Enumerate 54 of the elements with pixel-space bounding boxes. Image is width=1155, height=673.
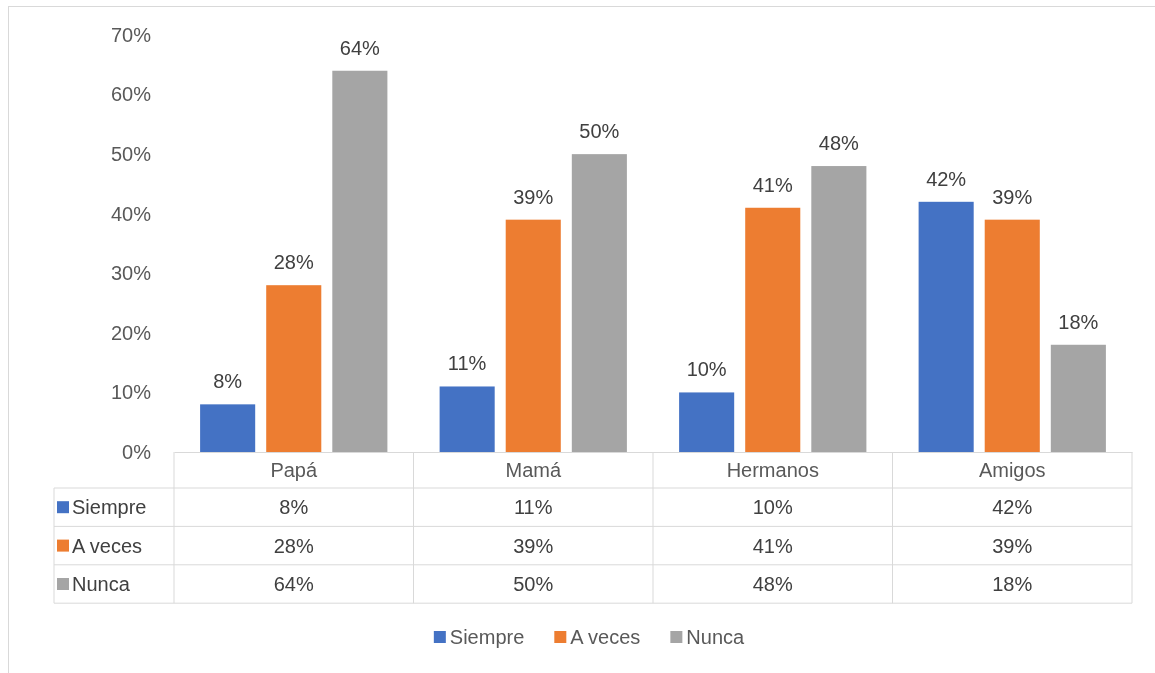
data-label: 41% — [752, 534, 793, 557]
bar — [571, 154, 627, 452]
data-label: 42% — [992, 496, 1033, 519]
bar — [984, 219, 1040, 452]
text: 18% — [1058, 310, 1099, 333]
legend-label: Siempre — [72, 496, 147, 519]
text: 41% — [752, 173, 793, 196]
text: 39% — [992, 185, 1033, 208]
text: 28% — [273, 251, 314, 274]
y-tick-label: 50% — [110, 143, 152, 166]
data-label: 11% — [513, 496, 553, 519]
x-tick-label: Papá — [270, 459, 318, 482]
x-tick-label: Amigos — [978, 459, 1046, 482]
text: 64% — [339, 36, 380, 59]
data-label: 8% — [279, 496, 309, 519]
text: 39% — [513, 185, 554, 208]
data-label: 10% — [752, 496, 793, 519]
bar — [439, 386, 495, 452]
bar — [505, 219, 561, 452]
legend-label: A veces — [72, 534, 143, 557]
data-label: 39% — [992, 534, 1033, 557]
text: 10% — [686, 358, 727, 381]
text: Nunca — [72, 573, 130, 595]
bar — [1050, 344, 1106, 452]
bar — [918, 201, 974, 452]
y-tick-label: 10% — [110, 381, 152, 404]
x-tick-label: Hermanos — [726, 459, 819, 482]
text: 8% — [213, 370, 243, 393]
bar — [200, 404, 256, 452]
y-tick-label: 60% — [110, 83, 152, 106]
x-tick-label: Mamá — [505, 459, 562, 482]
text: 42% — [926, 167, 967, 190]
y-tick-label: 40% — [110, 202, 152, 225]
data-label: 50% — [513, 573, 554, 595]
data-label: 28% — [273, 534, 314, 557]
data-label: 39% — [513, 534, 554, 557]
bar — [679, 392, 735, 452]
bar — [811, 166, 867, 452]
y-tick-label: 20% — [110, 321, 152, 344]
data-label: 64% — [273, 573, 314, 595]
data-label: 48% — [752, 573, 793, 595]
bar — [266, 285, 322, 452]
text: 48% — [818, 132, 859, 155]
y-tick-label: 30% — [110, 262, 152, 285]
bar — [745, 207, 801, 452]
y-tick-label: 70% — [110, 23, 152, 46]
data-label: 18% — [992, 573, 1033, 595]
legend-label: Nunca — [686, 626, 746, 648]
y-tick-label: 0% — [122, 440, 152, 463]
text: 50% — [579, 120, 620, 143]
text: 11% — [447, 352, 487, 375]
bar — [332, 70, 388, 452]
text: Siempre — [449, 626, 525, 648]
text: A veces — [570, 626, 641, 648]
